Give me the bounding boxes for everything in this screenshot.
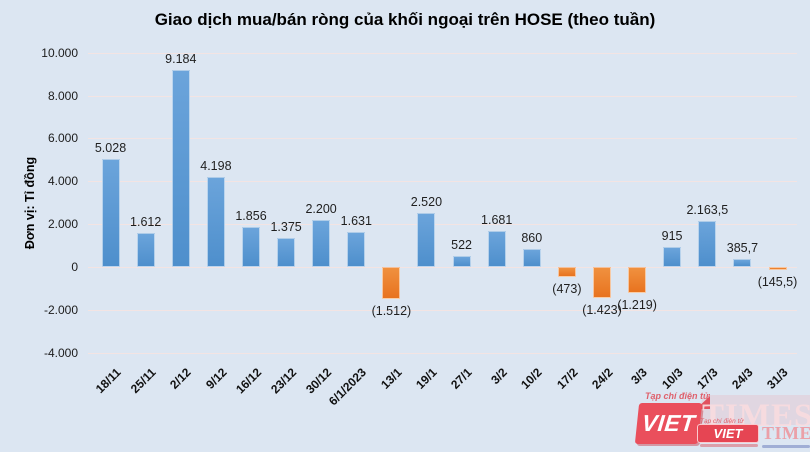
bar-3-3 xyxy=(628,267,647,294)
bar-30-12 xyxy=(312,219,331,267)
bar-3-2 xyxy=(487,231,506,267)
x-tick-label: 16/12 xyxy=(233,365,265,397)
logo-viet-text-large: VIET xyxy=(640,410,697,436)
bar-17-3 xyxy=(698,220,717,267)
bar-value-label: 2.520 xyxy=(410,195,443,209)
bar-value-label: 2.200 xyxy=(305,201,337,216)
x-tick-label: 30/12 xyxy=(303,365,335,397)
bar-24-2 xyxy=(593,267,611,298)
gridline xyxy=(88,52,797,54)
bar-value-label: 2.163,5 xyxy=(686,202,729,217)
x-tick-label: 2/12 xyxy=(167,365,194,392)
x-tick-label: 3/3 xyxy=(628,365,651,387)
x-tick-label: 18/11 xyxy=(93,365,124,396)
gridline xyxy=(88,224,797,226)
x-tick-label: 10/2 xyxy=(518,365,545,392)
x-tick-label: 9/12 xyxy=(202,365,230,392)
x-tick-label: 3/2 xyxy=(488,365,510,387)
bar-value-label: 1.856 xyxy=(235,209,267,224)
bar-18-11 xyxy=(101,159,120,267)
bar-2-12 xyxy=(171,70,190,267)
logo-viet-box-small: VIET xyxy=(697,424,759,443)
logo-script-decoration-red xyxy=(700,444,758,447)
bar-13-1 xyxy=(382,267,401,300)
viettimes-watermark: Tạp chí điện tử VIET TIMES Tạp chí điện … xyxy=(634,390,810,452)
y-tick-label: -4.000 xyxy=(43,345,78,360)
bar-10-2 xyxy=(522,248,541,267)
x-tick-label: 6/1/2023 xyxy=(326,365,370,409)
bar-16-12 xyxy=(242,227,260,267)
gridline xyxy=(88,138,797,140)
x-tick-label: 27/1 xyxy=(448,365,475,392)
bar-value-label: 915 xyxy=(661,229,683,244)
bar-value-label: 522 xyxy=(451,237,473,252)
y-tick-label: 6.000 xyxy=(47,131,78,146)
bar-value-label: 9.184 xyxy=(165,52,197,67)
bar-value-label: 1.681 xyxy=(481,213,513,227)
bar-6-1-2023 xyxy=(347,232,366,268)
bar-value-label: 860 xyxy=(521,230,543,245)
bar-value-label: (1.423) xyxy=(582,302,622,317)
bar-value-label: (1.512) xyxy=(371,304,412,319)
bar-27-1 xyxy=(452,255,471,267)
x-tick-label: 17/2 xyxy=(553,365,581,392)
bar-value-label: (473) xyxy=(552,282,582,297)
gridline xyxy=(88,309,797,311)
bar-value-label: (1.219) xyxy=(617,298,657,313)
gridline xyxy=(88,181,797,183)
bar-value-label: 5.028 xyxy=(94,141,127,156)
gridline xyxy=(88,267,797,268)
y-tick-label: -2.000 xyxy=(43,302,78,317)
logo-viet-text-small: VIET xyxy=(713,426,743,441)
logo-tagline: Tạp chí điện tử xyxy=(645,391,710,401)
bar-9-12 xyxy=(206,177,225,267)
logo-script-decoration-blue xyxy=(762,445,810,448)
bar-value-label: 1.612 xyxy=(130,214,162,229)
y-tick-label: 0 xyxy=(71,260,78,274)
x-tick-label: 24/3 xyxy=(729,365,756,392)
bar-19-1 xyxy=(417,213,436,267)
x-tick-label: 13/1 xyxy=(378,365,405,392)
y-tick-label: 10.000 xyxy=(41,45,78,60)
chart-title: Giao dịch mua/bán ròng của khối ngoại tr… xyxy=(154,10,656,29)
gridline xyxy=(88,352,797,354)
y-tick-label: 2.000 xyxy=(47,217,78,232)
bar-24-3 xyxy=(733,258,752,267)
bar-value-label: 4.198 xyxy=(200,159,232,173)
bar-value-label: (145,5) xyxy=(757,275,798,290)
bar-31-3 xyxy=(768,267,787,271)
x-tick-label: 24/2 xyxy=(588,365,616,392)
y-tick-label: 4.000 xyxy=(47,174,78,189)
bar-25-11 xyxy=(136,232,155,267)
x-tick-label: 23/12 xyxy=(268,365,300,397)
logo-tagline-small: Tạp chí điện tử xyxy=(700,418,744,425)
x-tick-label: 17/3 xyxy=(693,365,721,392)
bar-value-label: 1.375 xyxy=(270,219,302,234)
x-tick-label: 25/11 xyxy=(128,365,159,396)
bar-17-2 xyxy=(557,267,576,278)
y-axis-title: Đơn vị: Tỉ đồng xyxy=(23,156,37,250)
logo-times-text-small: TIMES xyxy=(762,423,810,443)
x-tick-label: 10/3 xyxy=(658,365,686,392)
y-tick-label: 8.000 xyxy=(47,88,78,103)
x-tick-label: 19/1 xyxy=(413,365,440,392)
x-tick-label: 31/3 xyxy=(764,365,791,392)
bar-value-label: 1.631 xyxy=(340,214,372,229)
gridline xyxy=(88,95,797,97)
bar-10-3 xyxy=(663,247,682,267)
bar-23-12 xyxy=(277,237,296,267)
logo-viet-box-large: VIET xyxy=(634,403,703,444)
bar-value-label: 385,7 xyxy=(726,240,759,255)
